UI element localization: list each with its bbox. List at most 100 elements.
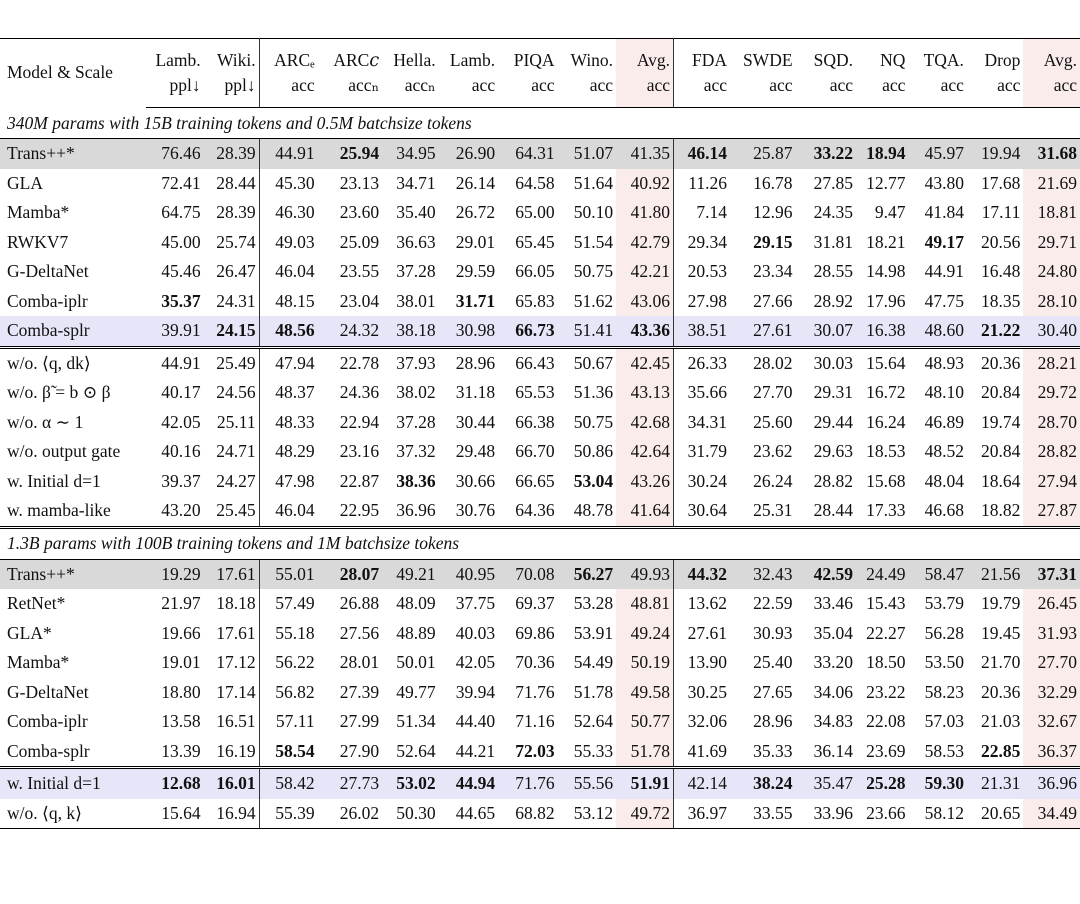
table-cell: 24.31: [216, 290, 256, 311]
table-cell: 31.93: [1023, 618, 1080, 648]
table-cell: 28.10: [1023, 286, 1080, 316]
table-cell: 51.54: [573, 231, 614, 252]
table-cell: 53.02: [382, 766, 439, 799]
table-cell: 17.61: [216, 622, 256, 643]
table-cell: 27.56: [339, 622, 380, 643]
table-cell: 33.55: [730, 798, 796, 829]
table-cell: 26.72: [455, 202, 496, 223]
table-cell: 44.91: [258, 138, 318, 169]
table-cell: 40.16: [161, 441, 201, 462]
table-cell: 23.69: [866, 740, 906, 761]
model-name: Comba-splr: [7, 740, 90, 761]
header-col-name: Avg.: [616, 38, 674, 73]
table-cell: 13.62: [673, 589, 730, 619]
model-name: w. Initial d=1: [0, 766, 147, 799]
table-cell: 18.18: [216, 593, 256, 614]
table-cell: 16.51: [216, 711, 256, 732]
table-cell: 27.94: [1023, 466, 1080, 496]
table-cell: 21.97: [161, 593, 201, 614]
table-cell: 16.19: [216, 740, 256, 761]
model-name: Mamba*: [7, 202, 70, 223]
table-cell: 51.64: [573, 172, 614, 193]
header-col-name: SQD.: [813, 50, 854, 70]
table-cell: 15.64: [856, 345, 909, 378]
model-name: w/o. β̃ = b ⊙ β: [7, 382, 111, 403]
table-cell: 21.70: [981, 652, 1021, 673]
table-cell: 27.66: [753, 290, 793, 311]
table-cell: 20.36: [966, 345, 1024, 378]
table-cell: 23.22: [866, 681, 906, 702]
table-cell: 66.65: [515, 470, 555, 491]
table-cell: 37.32: [396, 441, 436, 462]
table-cell: 65.83: [515, 290, 555, 311]
table-cell: 27.99: [339, 711, 380, 732]
table-cell: 48.56: [258, 316, 318, 347]
table-cell: 34.49: [1023, 798, 1080, 829]
header-model-scale: Model & Scale: [7, 61, 113, 82]
table-cell: 72.03: [515, 740, 555, 761]
table-cell: 50.75: [573, 261, 614, 282]
table-cell: 26.02: [317, 798, 383, 829]
table-cell: 48.10: [924, 382, 964, 403]
table-cell: 19.29: [146, 558, 204, 589]
table-cell: 18.21: [866, 231, 906, 252]
table-cell: 33.46: [813, 593, 854, 614]
header-col-metric: acc: [673, 73, 730, 108]
table-cell: 37.75: [455, 593, 496, 614]
table-cell: 36.14: [813, 740, 854, 761]
table-cell: 26.47: [216, 261, 256, 282]
table-row: G-DeltaNet 45.46 26.47 46.04 23.55 37.28 29.59…: [0, 257, 1080, 287]
table-cell: 51.91: [616, 766, 674, 799]
table-cell: 44.21: [455, 740, 496, 761]
table-cell: 28.82: [813, 470, 854, 491]
header-col-name: Lamb.: [449, 50, 496, 70]
table-cell: 18.53: [866, 441, 906, 462]
model-name: Mamba*: [7, 652, 70, 673]
section-title: 340M params with 15B training tokens and…: [7, 112, 472, 133]
table-cell: 21.03: [981, 711, 1021, 732]
table-cell: 49.77: [396, 681, 436, 702]
table-cell: 25.94: [317, 138, 383, 169]
table-cell: 28.02: [730, 345, 796, 378]
table-row: w/o. ⟨q, dk⟩ 44.91 25.49 47.94 22.78 37.93 28.…: [0, 345, 1080, 378]
table-cell: 16.38: [856, 316, 909, 347]
table-cell: 30.76: [455, 500, 496, 521]
table-cell: 69.37: [515, 593, 555, 614]
table-cell: 71.76: [515, 681, 555, 702]
table-cell: 50.67: [557, 345, 617, 378]
table-cell: 41.69: [673, 736, 730, 768]
table-cell: 52.64: [573, 711, 614, 732]
header-col-metric: acc: [908, 73, 967, 108]
table-row: RetNet* 21.97 18.18 57.49 26.88 48.09 37.75 69.…: [0, 589, 1080, 619]
table-cell: 48.15: [258, 286, 318, 316]
table-cell: 16.24: [866, 411, 906, 432]
table-cell: 25.40: [753, 652, 793, 673]
table-cell: 57.03: [924, 711, 964, 732]
table-cell: 42.59: [795, 558, 857, 589]
table-cell: 56.27: [557, 558, 617, 589]
table-cell: 46.30: [258, 198, 318, 228]
table-cell: 25.49: [203, 345, 260, 378]
table-cell: 53.50: [924, 652, 964, 673]
table-cell: 27.90: [339, 740, 380, 761]
table-cell: 25.31: [753, 500, 793, 521]
table-cell: 12.68: [146, 766, 204, 799]
table-cell: 12.96: [753, 202, 793, 223]
table-cell: 23.34: [753, 261, 793, 282]
table-cell: 20.36: [981, 681, 1021, 702]
table-cell: 34.83: [813, 711, 854, 732]
table-cell: 49.93: [616, 558, 674, 589]
table-cell: 30.40: [1023, 316, 1080, 347]
table-cell: 29.34: [673, 227, 730, 257]
table-cell: 14.98: [866, 261, 906, 282]
model-name: Comba-splr: [0, 316, 147, 347]
section-title: 1.3B params with 100B training tokens an…: [0, 525, 1080, 559]
table-cell: 22.59: [753, 593, 793, 614]
table-cell: 25.74: [216, 231, 256, 252]
table-cell: 13.90: [673, 648, 730, 678]
table-row: w/o. ⟨q, k⟩ 15.64 16.94 55.39 26.02 50.30 44.6…: [0, 798, 1080, 829]
table-cell: 30.07: [795, 316, 857, 347]
table-cell: 18.80: [161, 681, 201, 702]
table-cell: 48.29: [258, 437, 318, 467]
table-cell: 22.95: [339, 500, 380, 521]
